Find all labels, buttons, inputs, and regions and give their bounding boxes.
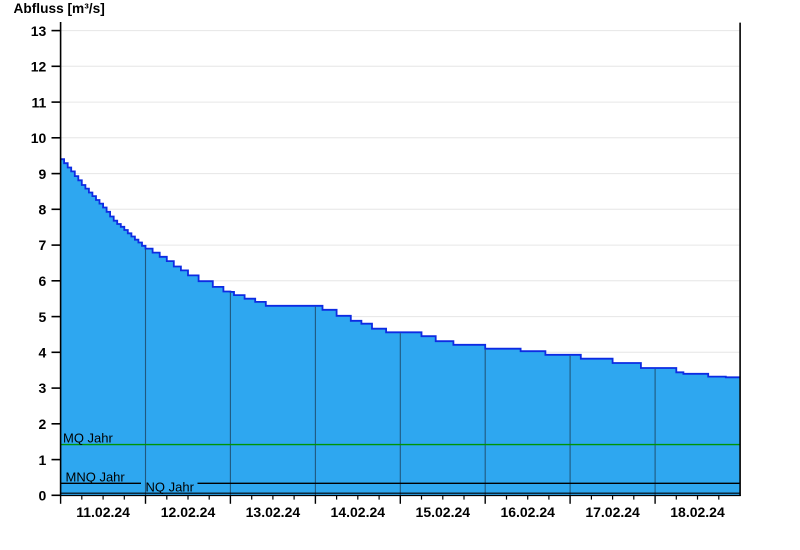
svg-text:9: 9 — [39, 166, 47, 182]
svg-text:17.02.24: 17.02.24 — [585, 504, 640, 520]
svg-text:12: 12 — [31, 59, 47, 75]
svg-text:1: 1 — [39, 452, 47, 468]
svg-text:4: 4 — [39, 345, 47, 361]
svg-text:NQ Jahr: NQ Jahr — [146, 479, 195, 494]
svg-text:MQ Jahr: MQ Jahr — [63, 431, 114, 446]
svg-text:Abfluss [m³/s]: Abfluss [m³/s] — [14, 1, 105, 16]
svg-text:0: 0 — [39, 488, 47, 504]
svg-text:16.02.24: 16.02.24 — [500, 504, 555, 520]
svg-text:8: 8 — [39, 202, 47, 218]
svg-text:2: 2 — [39, 416, 47, 432]
svg-text:11: 11 — [31, 94, 46, 110]
svg-text:MNQ Jahr: MNQ Jahr — [66, 469, 126, 484]
svg-text:13.02.24: 13.02.24 — [246, 504, 301, 520]
svg-text:13: 13 — [31, 23, 47, 39]
svg-text:11.02.24: 11.02.24 — [76, 504, 130, 520]
svg-text:7: 7 — [39, 237, 47, 253]
svg-text:6: 6 — [39, 273, 47, 289]
svg-text:12.02.24: 12.02.24 — [161, 504, 216, 520]
svg-text:3: 3 — [39, 380, 47, 396]
svg-text:18.02.24: 18.02.24 — [670, 504, 725, 520]
svg-text:14.02.24: 14.02.24 — [331, 504, 386, 520]
svg-text:15.02.24: 15.02.24 — [416, 504, 471, 520]
svg-text:5: 5 — [39, 309, 47, 325]
svg-text:10: 10 — [31, 130, 47, 146]
